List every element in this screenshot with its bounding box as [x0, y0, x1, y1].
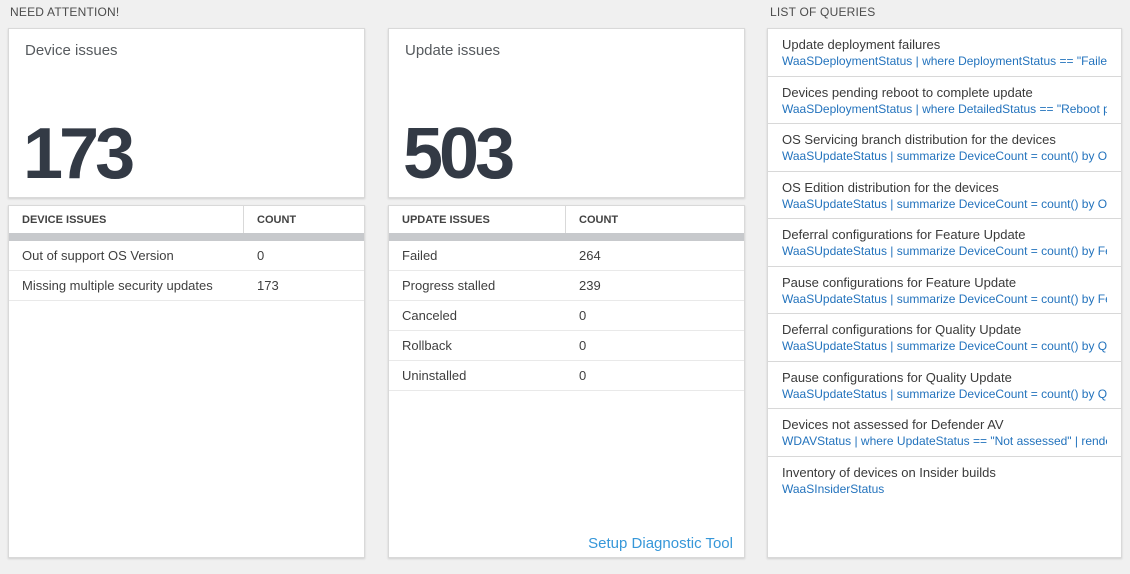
query-item[interactable]: Pause configurations for Quality Update …: [768, 362, 1121, 409]
table-row[interactable]: Canceled 0: [389, 301, 744, 331]
update-issues-tile[interactable]: Update issues 503: [388, 28, 745, 198]
table-row[interactable]: Failed 264: [389, 241, 744, 271]
issue-count: 0: [579, 368, 587, 383]
queries-panel: Update deployment failures WaaSDeploymen…: [767, 28, 1122, 558]
query-title: Pause configurations for Feature Update: [782, 274, 1017, 290]
query-title: Inventory of devices on Insider builds: [782, 464, 996, 480]
list-of-queries-header: LIST OF QUERIES: [770, 5, 876, 19]
query-text: WaaSUpdateStatus | summarize DeviceCount…: [782, 149, 1107, 163]
query-item[interactable]: Inventory of devices on Insider builds W…: [768, 457, 1121, 505]
column-header-update-issues[interactable]: UPDATE ISSUES: [389, 206, 566, 233]
table-row[interactable]: Uninstalled 0: [389, 361, 744, 391]
query-text: WaaSDeploymentStatus | where DeploymentS…: [782, 54, 1107, 68]
query-text: WaaSUpdateStatus | summarize DeviceCount…: [782, 196, 1107, 211]
query-text: WaaSUpdateStatus | summarize DeviceCount…: [782, 291, 1107, 306]
update-table-header: UPDATE ISSUES COUNT: [389, 206, 744, 233]
query-item[interactable]: Devices pending reboot to complete updat…: [768, 77, 1121, 124]
need-attention-header: NEED ATTENTION!: [10, 5, 120, 19]
column-header-count[interactable]: COUNT: [579, 213, 619, 226]
issue-label: Missing multiple security updates: [22, 278, 213, 293]
issue-count: 0: [257, 248, 265, 263]
update-issues-table: UPDATE ISSUES COUNT Failed 264 Progress …: [388, 205, 745, 558]
table-row[interactable]: Rollback 0: [389, 331, 744, 361]
query-item[interactable]: Devices not assessed for Defender AV WDA…: [768, 409, 1121, 457]
query-text: WaaSUpdateStatus | summarize DeviceCount…: [782, 244, 1107, 258]
query-item[interactable]: Update deployment failures WaaSDeploymen…: [768, 29, 1121, 77]
setup-diagnostic-tool-link[interactable]: Setup Diagnostic Tool: [588, 535, 733, 552]
device-issues-count: 173: [23, 114, 135, 195]
device-issues-tile[interactable]: Device issues 173: [8, 28, 365, 198]
query-item[interactable]: Deferral configurations for Quality Upda…: [768, 314, 1121, 362]
issue-label: Rollback: [402, 338, 452, 353]
query-title: Devices not assessed for Defender AV: [782, 417, 1004, 432]
update-issues-title: Update issues: [405, 42, 501, 59]
query-title: Deferral configurations for Feature Upda…: [782, 227, 1026, 242]
query-text: WaaSUpdateStatus | summarize DeviceCount…: [782, 339, 1107, 353]
issue-count: 239: [579, 278, 601, 293]
device-issues-table: DEVICE ISSUES COUNT Out of support OS Ve…: [8, 205, 365, 558]
query-item[interactable]: OS Servicing branch distribution for the…: [768, 124, 1121, 172]
issue-label: Progress stalled: [402, 278, 496, 293]
device-issues-title: Device issues: [25, 42, 118, 59]
query-text: WaaSInsiderStatus: [782, 481, 885, 496]
query-text: WDAVStatus | where UpdateStatus == "Not …: [782, 434, 1107, 448]
issue-count: 0: [579, 338, 587, 353]
horizontal-scrollbar[interactable]: [389, 233, 744, 241]
query-title: Deferral configurations for Quality Upda…: [782, 322, 1022, 337]
query-item[interactable]: Pause configurations for Feature Update …: [768, 267, 1121, 314]
issue-count: 173: [257, 278, 279, 293]
query-title: OS Edition distribution for the devices: [782, 179, 999, 195]
table-row[interactable]: Progress stalled 239: [389, 271, 744, 301]
query-text: WaaSDeploymentStatus | where DetailedSta…: [782, 101, 1107, 116]
query-item[interactable]: OS Edition distribution for the devices …: [768, 172, 1121, 219]
query-title: Pause configurations for Quality Update: [782, 369, 1012, 385]
issue-label: Failed: [402, 248, 438, 263]
issue-label: Canceled: [402, 308, 457, 323]
query-title: OS Servicing branch distribution for the…: [782, 132, 1056, 147]
query-title: Update deployment failures: [782, 37, 941, 52]
issue-count: 0: [579, 308, 587, 323]
issue-label: Out of support OS Version: [22, 248, 174, 263]
table-row[interactable]: Missing multiple security updates 173: [9, 271, 364, 301]
column-header-count[interactable]: COUNT: [257, 213, 297, 226]
horizontal-scrollbar[interactable]: [9, 233, 364, 241]
query-title: Devices pending reboot to complete updat…: [782, 84, 1033, 100]
query-text: WaaSUpdateStatus | summarize DeviceCount…: [782, 386, 1107, 401]
issue-count: 264: [579, 248, 601, 263]
device-table-header: DEVICE ISSUES COUNT: [9, 206, 364, 233]
table-row[interactable]: Out of support OS Version 0: [9, 241, 364, 271]
issue-label: Uninstalled: [402, 368, 467, 383]
column-header-device-issues[interactable]: DEVICE ISSUES: [9, 206, 244, 233]
update-issues-count: 503: [403, 114, 515, 195]
query-item[interactable]: Deferral configurations for Feature Upda…: [768, 219, 1121, 267]
